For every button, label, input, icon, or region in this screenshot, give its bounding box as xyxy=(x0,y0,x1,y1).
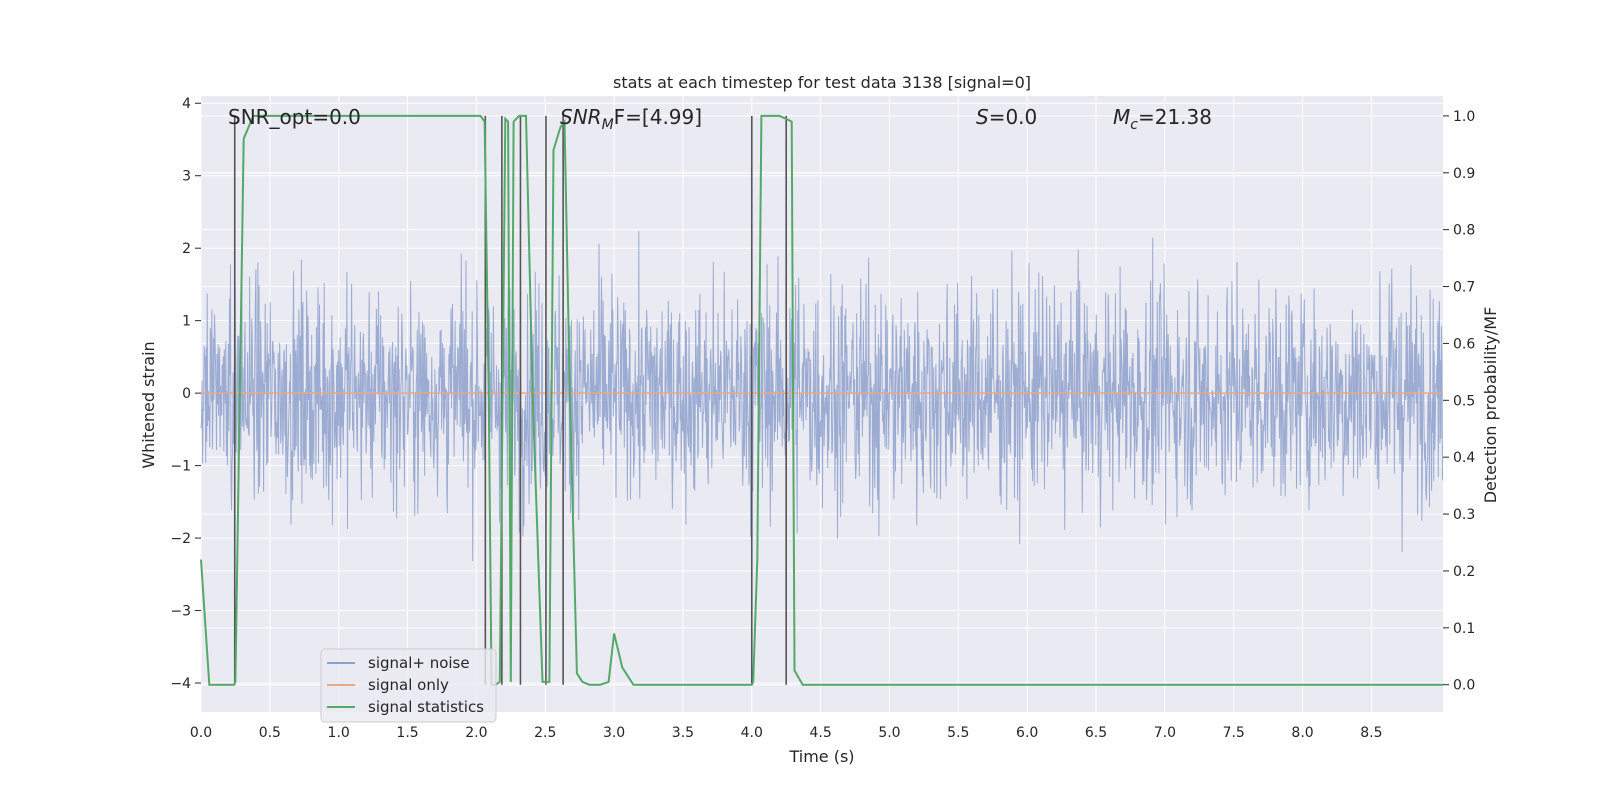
y-tick-label: −3 xyxy=(170,604,191,620)
series-signal-statistics xyxy=(200,114,1443,686)
x-tick-label: 5.0 xyxy=(878,725,900,741)
y-tick-label: 2 xyxy=(182,241,191,257)
chart-title: stats at each timestep for test data 313… xyxy=(613,73,1031,92)
y2-tick-label: 0.3 xyxy=(1453,507,1475,523)
x-tick-label: 5.5 xyxy=(947,725,969,741)
y-tick-label: 0 xyxy=(182,386,191,402)
x-tick-label: 7.0 xyxy=(1154,725,1176,741)
x-tick-label: 4.5 xyxy=(809,725,831,741)
y2-tick-label: 0.0 xyxy=(1453,678,1475,694)
legend: signal+ noise signal only signal statist… xyxy=(320,648,497,723)
y2-tick-label: 0.9 xyxy=(1453,166,1475,182)
y-tick-label: −2 xyxy=(170,531,191,547)
y-tick-label: 4 xyxy=(182,96,191,112)
y2-tick-label: 0.8 xyxy=(1453,223,1475,239)
y-axis-label: Whitened strain xyxy=(139,341,158,468)
x-tick-label: 3.0 xyxy=(603,725,625,741)
series-detections xyxy=(233,115,787,685)
x-tick-label: 7.5 xyxy=(1223,725,1245,741)
legend-label-noise: signal+ noise xyxy=(368,654,470,672)
x-tick-label: 8.5 xyxy=(1360,725,1382,741)
y2-tick-label: 1.0 xyxy=(1453,109,1475,125)
annotation-snr-opt: SNR_opt=0.0 xyxy=(228,105,361,129)
y-tick-label: 1 xyxy=(182,314,191,330)
legend-box xyxy=(320,648,497,723)
y-axis-right: 1.0 0.9 0.8 0.7 0.6 0.5 0.4 0.3 0.2 0.1 0.0 xyxy=(1443,109,1475,694)
x-tick-label: 0.0 xyxy=(190,725,212,741)
x-tick-label: 4.0 xyxy=(741,725,763,741)
y2-tick-label: 0.5 xyxy=(1453,393,1475,409)
x-tick-label: 1.0 xyxy=(328,725,350,741)
series-signal-noise xyxy=(200,231,1444,562)
annotation-s: S=0.0 xyxy=(976,105,1037,129)
x-tick-label: 6.5 xyxy=(1085,725,1107,741)
noise-trace xyxy=(200,231,1444,562)
x-tick-label: 8.0 xyxy=(1291,725,1313,741)
annotation-snr-mf: SNRMF=[4.99] xyxy=(560,105,702,133)
statistics-line xyxy=(200,114,1443,686)
y-tick-label: −4 xyxy=(170,676,191,692)
y-tick-label: −1 xyxy=(170,459,191,475)
x-tick-label: 6.0 xyxy=(1016,725,1038,741)
legend-label-statistics: signal statistics xyxy=(368,698,484,716)
annotation-snr-mf-rest: F=[4.99] xyxy=(614,105,702,129)
x-tick-label: 1.5 xyxy=(396,725,418,741)
annotation-s-value: =0.0 xyxy=(989,105,1038,129)
annotation-mc-name: M xyxy=(1113,105,1130,129)
annotation-s-name: S xyxy=(976,105,989,129)
x-axis: 0.0 0.5 1.0 1.5 2.0 2.5 3.0 3.5 4.0 4.5 5.0 5.5 6.0 6… xyxy=(190,725,1383,741)
y2-tick-label: 0.6 xyxy=(1453,336,1475,352)
annotation-mc-value: =21.38 xyxy=(1138,105,1212,129)
x-tick-label: 2.5 xyxy=(534,725,556,741)
x-axis-label: Time (s) xyxy=(788,747,854,766)
annotation-mc-sub: c xyxy=(1130,117,1138,133)
annotation-mc: Mc=21.38 xyxy=(1113,105,1212,133)
y2-axis-label: Detection probability/MF xyxy=(1481,307,1500,504)
y-axis-left: 4 3 2 1 0 −1 −2 −3 −4 xyxy=(170,96,201,692)
y2-tick-label: 0.4 xyxy=(1453,450,1475,466)
y2-tick-label: 0.7 xyxy=(1453,280,1475,296)
x-tick-label: 2.0 xyxy=(465,725,487,741)
y-tick-label: 3 xyxy=(182,169,191,185)
annotation-snr-mf-name: SNR xyxy=(560,105,602,129)
x-tick-label: 3.5 xyxy=(672,725,694,741)
annotation-snr-mf-sub: M xyxy=(602,117,614,133)
y2-tick-label: 0.2 xyxy=(1453,564,1475,580)
x-tick-label: 0.5 xyxy=(259,725,281,741)
legend-label-signal-only: signal only xyxy=(368,676,449,694)
y2-tick-label: 0.1 xyxy=(1453,621,1475,637)
